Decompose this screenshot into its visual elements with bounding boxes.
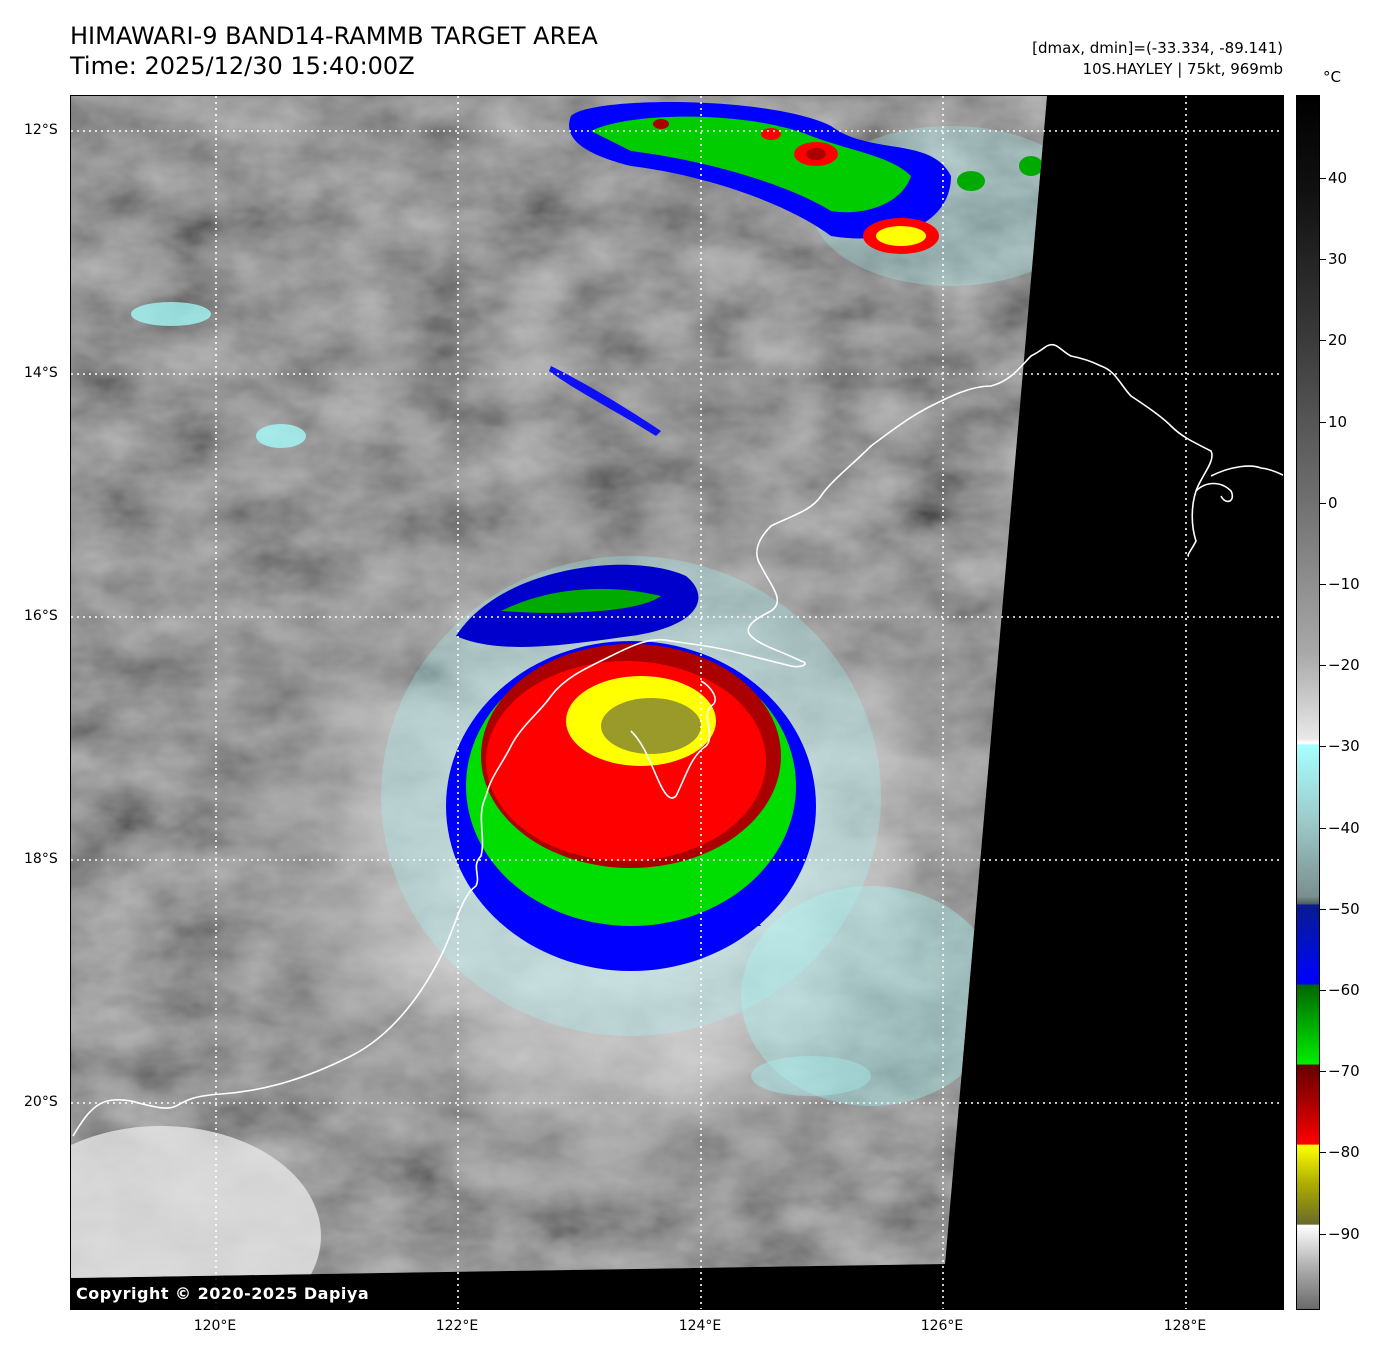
colorbar-tick-label: 20 [1328,331,1348,350]
lon-label-128e: 128°E [1163,1318,1207,1334]
colorbar-tick-label: −70 [1328,1062,1360,1081]
title-line-1: HIMAWARI-9 BAND14-RAMMB TARGET AREA [70,22,598,50]
colorbar-unit: °C [1323,68,1341,86]
colorbar-tick [1320,990,1326,991]
colorbar-tick-label: −20 [1328,656,1360,675]
colorbar-tick [1320,340,1326,342]
colorbar-tick-label: −90 [1328,1224,1360,1243]
colorbar-tick [1320,502,1326,504]
colorbar-tick [1320,259,1326,261]
lon-label-120e: 120°E [193,1318,237,1334]
colorbar-tick [1320,1152,1326,1154]
colorbar-tick-label: −60 [1328,981,1360,999]
colorbar-tick [1320,1071,1326,1073]
satellite-image-map: Copyright © 2020-2025 Dapiya [70,95,1284,1310]
australia-coastline [72,343,1283,1137]
lon-label-122e: 122°E [435,1318,479,1334]
colorbar-tick-label: −50 [1328,899,1360,918]
lat-lon-grid [71,96,1283,1309]
lat-label-12s: 12°S [24,122,58,138]
lat-label-18s: 18°S [24,851,58,867]
lat-label-16s: 16°S [24,608,58,624]
colorbar-tick-label: 30 [1328,250,1348,269]
colorbar-tick [1320,908,1326,910]
colorbar-tick [1320,1233,1326,1235]
colorbar-tick [1320,584,1326,585]
colorbar-tick-label: −30 [1328,737,1360,756]
colorbar-tick-label: −80 [1328,1143,1360,1162]
data-range-info: [dmax, dmin]=(-33.334, -89.141) [1032,39,1283,57]
colorbar-tick [1320,746,1326,748]
storm-info: 10S.HAYLEY | 75kt, 969mb [1082,60,1283,78]
colorbar-tick [1320,178,1326,179]
lon-label-126e: 126°E [920,1318,964,1334]
lon-label-124e: 124°E [678,1318,722,1334]
satellite-imagery [71,96,1283,1309]
lat-label-14s: 14°S [24,365,58,381]
northern-convection [569,102,1043,254]
temperature-colorbar [1296,95,1320,1310]
colorbar-tick [1320,421,1326,423]
lat-label-20s: 20°S [24,1094,58,1110]
colorbar-tick [1320,665,1326,667]
title-line-2: Time: 2025/12/30 15:40:00Z [70,52,415,80]
colorbar-tick-label: 40 [1328,169,1348,187]
cloud-field [71,96,1047,1278]
copyright-text: Copyright © 2020-2025 Dapiya [76,1284,370,1303]
colorbar-tick-label: −40 [1328,818,1360,837]
colorbar-tick [1320,827,1326,829]
cyclone-hayley-core [446,564,816,971]
colorbar-tick-label: −10 [1328,575,1360,593]
colorbar-tick-label: 0 [1328,493,1338,512]
colorbar-tick-label: 10 [1328,412,1348,431]
